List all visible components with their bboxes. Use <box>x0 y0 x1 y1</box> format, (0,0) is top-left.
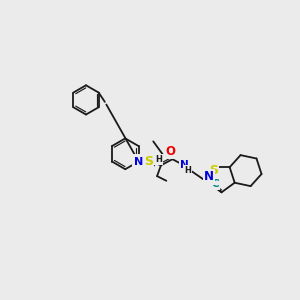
Text: N: N <box>180 160 189 170</box>
Text: N: N <box>134 155 144 168</box>
Text: S: S <box>209 164 218 177</box>
Text: N: N <box>134 157 143 166</box>
Text: H: H <box>184 166 191 175</box>
Text: C: C <box>212 179 219 189</box>
Text: O: O <box>165 145 175 158</box>
Text: N: N <box>134 157 143 166</box>
Text: S: S <box>144 155 153 168</box>
Text: N: N <box>204 170 214 183</box>
Text: H: H <box>155 155 162 164</box>
